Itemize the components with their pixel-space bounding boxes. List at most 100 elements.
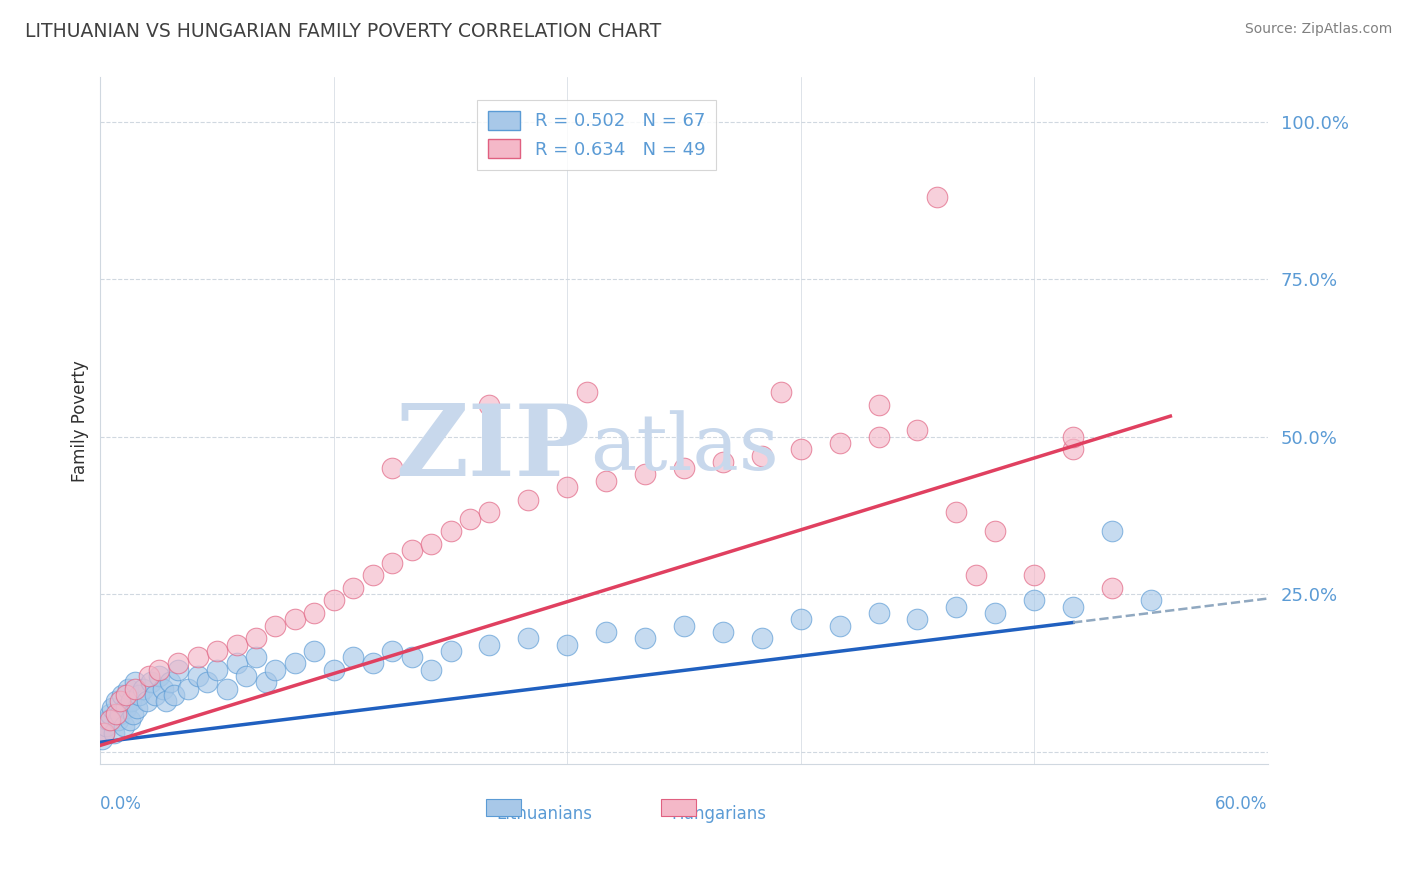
Point [107, 713, 129, 727]
Point [868, 398, 890, 412]
Point [458, 511, 481, 525]
Point [1062, 442, 1084, 457]
Point [711, 624, 734, 639]
Point [751, 632, 773, 646]
Point [555, 638, 578, 652]
Point [868, 429, 890, 443]
Point [284, 612, 307, 626]
Point [1062, 429, 1084, 443]
Point [98, 706, 121, 721]
Point [177, 681, 200, 696]
Point [187, 669, 209, 683]
Point [1024, 593, 1046, 607]
Point [128, 688, 150, 702]
Point [575, 385, 598, 400]
Point [828, 618, 851, 632]
Point [342, 581, 364, 595]
Point [672, 618, 695, 632]
Point [187, 650, 209, 665]
Point [108, 706, 131, 721]
Point [751, 449, 773, 463]
Point [205, 663, 228, 677]
Point [111, 688, 134, 702]
Point [112, 719, 135, 733]
Point [264, 663, 287, 677]
Point [595, 624, 617, 639]
Point [1140, 593, 1163, 607]
Point [121, 694, 143, 708]
Point [517, 632, 540, 646]
Point [907, 612, 929, 626]
Point [97, 713, 120, 727]
Point [925, 190, 948, 204]
Point [672, 461, 695, 475]
Point [264, 618, 287, 632]
Point [361, 568, 384, 582]
Point [284, 657, 307, 671]
Point [1101, 524, 1123, 538]
Point [143, 688, 166, 702]
Point [1024, 568, 1046, 582]
Point [634, 467, 657, 482]
Point [245, 632, 267, 646]
Point [401, 543, 423, 558]
Point [381, 461, 404, 475]
Point [439, 524, 461, 538]
Point [93, 725, 115, 739]
Point [98, 713, 121, 727]
FancyBboxPatch shape [661, 798, 696, 816]
Point [205, 644, 228, 658]
Point [114, 700, 136, 714]
Point [104, 706, 127, 721]
Point [167, 663, 190, 677]
Text: atlas: atlas [591, 410, 779, 486]
Point [595, 474, 617, 488]
Point [868, 606, 890, 620]
Point [789, 612, 811, 626]
Point [420, 663, 443, 677]
Point [225, 657, 247, 671]
Text: Lithuanians: Lithuanians [496, 805, 592, 823]
Point [984, 524, 1007, 538]
Point [235, 669, 257, 683]
Point [163, 688, 186, 702]
Point [634, 632, 657, 646]
Point [155, 694, 177, 708]
Point [789, 442, 811, 457]
Point [101, 700, 124, 714]
Point [478, 505, 501, 519]
Point [118, 713, 141, 727]
Text: ZIP: ZIP [395, 400, 591, 497]
Text: LITHUANIAN VS HUNGARIAN FAMILY POVERTY CORRELATION CHART: LITHUANIAN VS HUNGARIAN FAMILY POVERTY C… [25, 22, 662, 41]
Point [159, 675, 181, 690]
Point [215, 681, 238, 696]
Point [945, 505, 967, 519]
Point [381, 644, 404, 658]
Point [225, 638, 247, 652]
Point [907, 423, 929, 437]
Legend: R = 0.502   N = 67, R = 0.634   N = 49: R = 0.502 N = 67, R = 0.634 N = 49 [477, 100, 716, 169]
FancyBboxPatch shape [485, 798, 520, 816]
Point [478, 638, 501, 652]
Point [108, 694, 131, 708]
Point [167, 657, 190, 671]
Point [91, 732, 114, 747]
Point [361, 657, 384, 671]
Point [254, 675, 277, 690]
Text: Hungarians: Hungarians [672, 805, 766, 823]
Point [132, 681, 155, 696]
Point [828, 436, 851, 450]
Point [945, 599, 967, 614]
Y-axis label: Family Poverty: Family Poverty [72, 360, 89, 482]
Point [401, 650, 423, 665]
Text: 0.0%: 0.0% [100, 795, 142, 814]
Point [439, 644, 461, 658]
Point [420, 537, 443, 551]
Point [152, 681, 174, 696]
Point [117, 681, 139, 696]
Point [517, 492, 540, 507]
Text: Source: ZipAtlas.com: Source: ZipAtlas.com [1244, 22, 1392, 37]
Point [965, 568, 987, 582]
Point [322, 593, 344, 607]
Point [342, 650, 364, 665]
